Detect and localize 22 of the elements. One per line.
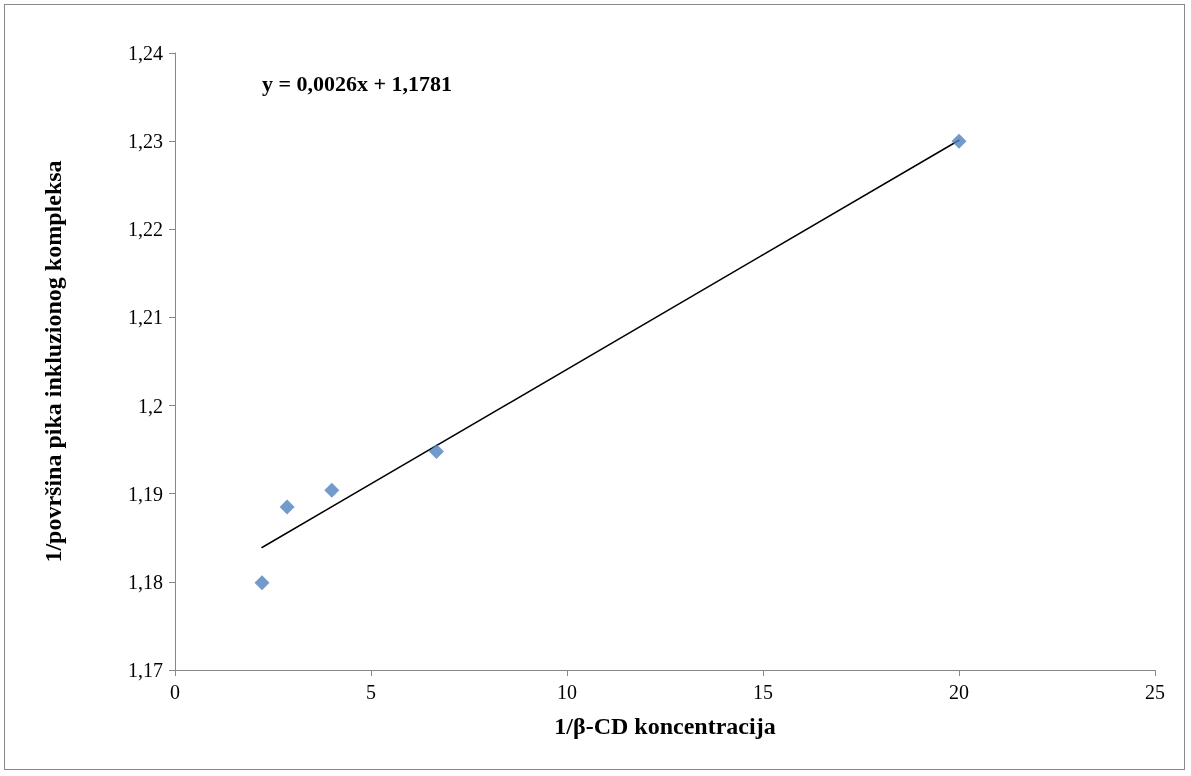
x-tick-label: 25 <box>1145 681 1165 703</box>
y-tick-label: 1,21 <box>128 306 163 329</box>
point <box>428 443 444 459</box>
annotation: y = 0,0026x + 1,1781 <box>262 70 453 96</box>
x-tick-label: 10 <box>557 681 577 703</box>
y-tick-label: 1,18 <box>128 570 163 593</box>
y-axis-title: 1/površina pika inkluzionog kompleksa <box>40 160 66 563</box>
x-axis-title: 1/β-CD koncentracija <box>554 713 776 739</box>
y-tick-label: 1,19 <box>128 482 163 505</box>
point <box>279 499 295 515</box>
y-tick-label: 1,17 <box>128 659 163 681</box>
x-tick-label: 5 <box>366 681 376 703</box>
point <box>254 575 270 591</box>
x-tick-label: 15 <box>753 681 773 703</box>
y-tick-label: 1,23 <box>128 130 163 153</box>
x-tick-label: 0 <box>170 681 180 703</box>
point <box>324 482 340 498</box>
y-tick-label: 1,2 <box>138 394 163 417</box>
y-tick-label: 1,22 <box>128 218 163 241</box>
y-tick-label: 1,24 <box>128 42 163 64</box>
point <box>951 133 967 149</box>
x-tick-label: 20 <box>949 681 969 703</box>
